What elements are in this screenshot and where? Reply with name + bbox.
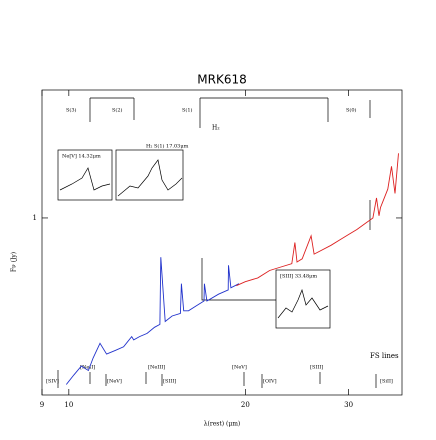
h2-markers: S(3) S(2) S(1) S(0) H₂: [66, 97, 371, 132]
inset-label: Ne[V] 14.32μm: [62, 154, 101, 160]
x-axis-label: λ(rest) (μm): [204, 421, 241, 428]
inset-label: [SIII] 33.48μm: [280, 274, 317, 280]
y-axis-label: Fν (Jy): [11, 252, 18, 272]
fs-label: [SiII]: [380, 379, 393, 385]
spectrum-line: [65, 257, 240, 385]
h2-label: S(2): [112, 107, 123, 114]
fs-label: [NeIII]: [148, 365, 165, 371]
x-tick-label: 9: [40, 401, 44, 409]
fs-lines: FS lines [SIV] [NeII] [NeV] [NeIII] [SII…: [46, 352, 399, 388]
x-tick-label: 10: [64, 401, 73, 409]
fs-label: [NeII]: [80, 365, 95, 371]
fs-label: [SIV]: [46, 379, 59, 385]
fs-label: [SIII]: [310, 365, 323, 371]
fs-label: [NeV]: [232, 365, 247, 371]
x-tick-label: 30: [344, 401, 353, 409]
h2-label: S(1): [182, 107, 193, 114]
plot-frame: [41, 89, 403, 396]
x-tick-label: 20: [241, 401, 250, 409]
h2-label: S(3): [66, 107, 77, 114]
spectrum-line: [236, 153, 399, 287]
inset-label: H₂ S(1) 17.03μm: [146, 143, 189, 150]
h2-label: S(0): [346, 107, 357, 114]
h2-title: H₂: [212, 125, 220, 132]
fs-title: FS lines: [370, 352, 399, 360]
insets: Ne[V] 14.32μm H₂ S(1) 17.03μm [SIII] 33.…: [57, 143, 371, 329]
y-tick-label: 1: [33, 214, 37, 222]
fs-label: [SIII]: [163, 379, 176, 385]
fs-label: [OIV]: [263, 379, 277, 385]
chart-title: MRK618: [197, 73, 246, 87]
fs-label: [NeV]: [107, 379, 122, 385]
